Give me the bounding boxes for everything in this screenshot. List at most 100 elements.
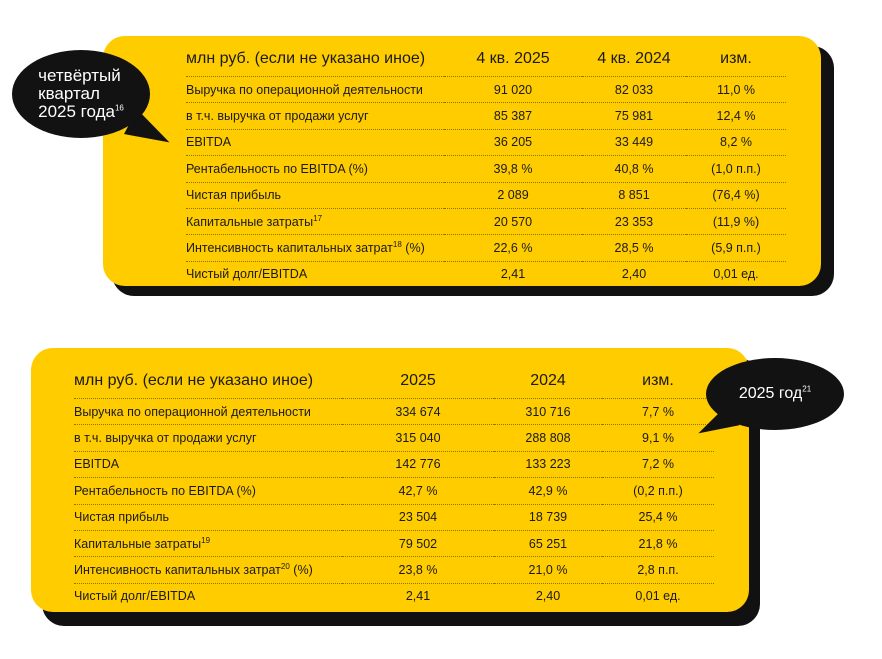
- row-value-current: 79 502: [342, 529, 494, 557]
- table-row: Выручка по операционной деятельности 91 0…: [186, 75, 786, 103]
- row-change: 7,2 %: [602, 450, 714, 478]
- row-value-previous: 75 981: [582, 102, 686, 130]
- q4-header-period-current: 4 кв. 2025: [476, 50, 550, 67]
- row-change: 7,7 %: [602, 397, 714, 425]
- row-label: Выручка по операционной деятельности: [186, 75, 444, 103]
- table-row: Чистая прибыль 2 089 8 851 (76,4 %): [186, 181, 786, 209]
- row-value-previous: 21,0 %: [494, 556, 602, 584]
- row-value-previous: 8 851: [582, 181, 686, 209]
- row-value-previous: 65 251: [494, 529, 602, 557]
- table-row: Рентабельность по EBITDA (%) 39,8 % 40,8 %…: [186, 155, 786, 183]
- row-change: 12,4 %: [686, 102, 786, 130]
- row-value-previous: 2,40: [582, 260, 686, 288]
- table-row: Чистая прибыль 23 504 18 739 25,4 %: [74, 503, 714, 531]
- table-row: Чистый долг/EBITDA 2,41 2,40 0,01 ед.: [74, 582, 714, 610]
- row-value-previous: 33 449: [582, 128, 686, 156]
- row-label: Чистый долг/EBITDA: [74, 582, 342, 610]
- row-label: Выручка по операционной деятельности: [74, 397, 342, 425]
- row-label: Капитальные затраты19: [74, 529, 342, 557]
- row-value-current: 39,8 %: [444, 155, 582, 183]
- row-change: 11,0 %: [686, 75, 786, 103]
- row-value-current: 23 504: [342, 503, 494, 531]
- q4-header-period-previous: 4 кв. 2024: [597, 50, 671, 67]
- fy-header-change: изм.: [642, 372, 674, 389]
- q4-header-change: изм.: [720, 50, 752, 67]
- row-value-previous: 42,9 %: [494, 477, 602, 505]
- row-value-current: 22,6 %: [444, 234, 582, 262]
- table-row: Капитальные затраты19 79 502 65 251 21,8 %: [74, 529, 714, 557]
- footnote-ref: 20: [280, 561, 290, 571]
- q4-period-bubble: четвёртый квартал 2025 года16: [12, 50, 150, 138]
- fy-header-row: млн руб. (если не указано иное) 2025 202…: [74, 364, 714, 399]
- row-change: 21,8 %: [602, 529, 714, 557]
- table-row: EBITDA 36 205 33 449 8,2 %: [186, 128, 786, 156]
- table-row: Чистый долг/EBITDA 2,41 2,40 0,01 ед.: [186, 260, 786, 288]
- row-label: Чистая прибыль: [186, 181, 444, 209]
- row-value-previous: 18 739: [494, 503, 602, 531]
- row-value-current: 142 776: [342, 450, 494, 478]
- row-change: 9,1 %: [602, 424, 714, 452]
- fy-table: млн руб. (если не указано иное) 2025 202…: [74, 364, 714, 610]
- row-value-current: 334 674: [342, 397, 494, 425]
- footnote-ref: 17: [313, 213, 323, 223]
- fy-header-metric: млн руб. (если не указано иное): [74, 372, 314, 389]
- row-value-previous: 2,40: [494, 582, 602, 610]
- row-value-previous: 28,5 %: [582, 234, 686, 262]
- row-change: (1,0 п.п.): [686, 155, 786, 183]
- row-change: 25,4 %: [602, 503, 714, 531]
- row-value-current: 42,7 %: [342, 477, 494, 505]
- row-value-current: 23,8 %: [342, 556, 494, 584]
- row-value-previous: 288 808: [494, 424, 602, 452]
- row-value-current: 2,41: [444, 260, 582, 288]
- row-label: EBITDA: [74, 450, 342, 478]
- footnote-ref: 18: [392, 239, 402, 249]
- row-change: (11,9 %): [686, 207, 786, 235]
- row-label: Чистый долг/EBITDA: [186, 260, 444, 288]
- row-label: Интенсивность капитальных затрат20 (%): [74, 556, 342, 584]
- row-label: в т.ч. выручка от продажи услуг: [74, 424, 342, 452]
- footnote-ref: 19: [201, 535, 211, 545]
- row-value-previous: 310 716: [494, 397, 602, 425]
- row-value-current: 2 089: [444, 181, 582, 209]
- table-row: Интенсивность капитальных затрат18 (%) 22…: [186, 234, 786, 262]
- q4-header-row: млн руб. (если не указано иное) 4 кв. 20…: [186, 42, 786, 77]
- fy-period-label: 2025 год21: [738, 384, 812, 402]
- row-change: (5,9 п.п.): [686, 234, 786, 262]
- row-value-current: 2,41: [342, 582, 494, 610]
- row-change: 0,01 ед.: [602, 582, 714, 610]
- q4-header-metric: млн руб. (если не указано иное): [186, 50, 426, 67]
- row-change: 2,8 п.п.: [602, 556, 714, 584]
- row-label: Чистая прибыль: [74, 503, 342, 531]
- table-row: в т.ч. выручка от продажи услуг 315 040 28…: [74, 424, 714, 452]
- fy-header-period-current: 2025: [400, 372, 436, 389]
- row-value-previous: 23 353: [582, 207, 686, 235]
- row-value-current: 315 040: [342, 424, 494, 452]
- table-row: Капитальные затраты17 20 570 23 353 (11,9 %…: [186, 207, 786, 235]
- row-label: EBITDA: [186, 128, 444, 156]
- table-row: в т.ч. выручка от продажи услуг 85 387 75 …: [186, 102, 786, 130]
- row-value-current: 85 387: [444, 102, 582, 130]
- table-row: Рентабельность по EBITDA (%) 42,7 % 42,9 %…: [74, 477, 714, 505]
- table-row: EBITDA 142 776 133 223 7,2 %: [74, 450, 714, 478]
- row-value-previous: 133 223: [494, 450, 602, 478]
- row-change: (76,4 %): [686, 181, 786, 209]
- row-value-current: 36 205: [444, 128, 582, 156]
- row-label: Капитальные затраты17: [186, 207, 444, 235]
- table-row: Выручка по операционной деятельности 334 …: [74, 397, 714, 425]
- row-value-current: 20 570: [444, 207, 582, 235]
- q4-table: млн руб. (если не указано иное) 4 кв. 20…: [186, 42, 786, 288]
- row-value-previous: 82 033: [582, 75, 686, 103]
- row-change: 0,01 ед.: [686, 260, 786, 288]
- q4-period-label: четвёртый квартал 2025 года16: [38, 66, 124, 121]
- fy-header-period-previous: 2024: [530, 372, 566, 389]
- row-label: Рентабельность по EBITDA (%): [74, 477, 342, 505]
- row-value-previous: 40,8 %: [582, 155, 686, 183]
- table-row: Интенсивность капитальных затрат20 (%) 23…: [74, 556, 714, 584]
- row-label: в т.ч. выручка от продажи услуг: [186, 102, 444, 130]
- row-label: Интенсивность капитальных затрат18 (%): [186, 234, 444, 262]
- fy-period-bubble: 2025 год21: [706, 358, 844, 430]
- row-label: Рентабельность по EBITDA (%): [186, 155, 444, 183]
- row-change: (0,2 п.п.): [602, 477, 714, 505]
- row-change: 8,2 %: [686, 128, 786, 156]
- row-value-current: 91 020: [444, 75, 582, 103]
